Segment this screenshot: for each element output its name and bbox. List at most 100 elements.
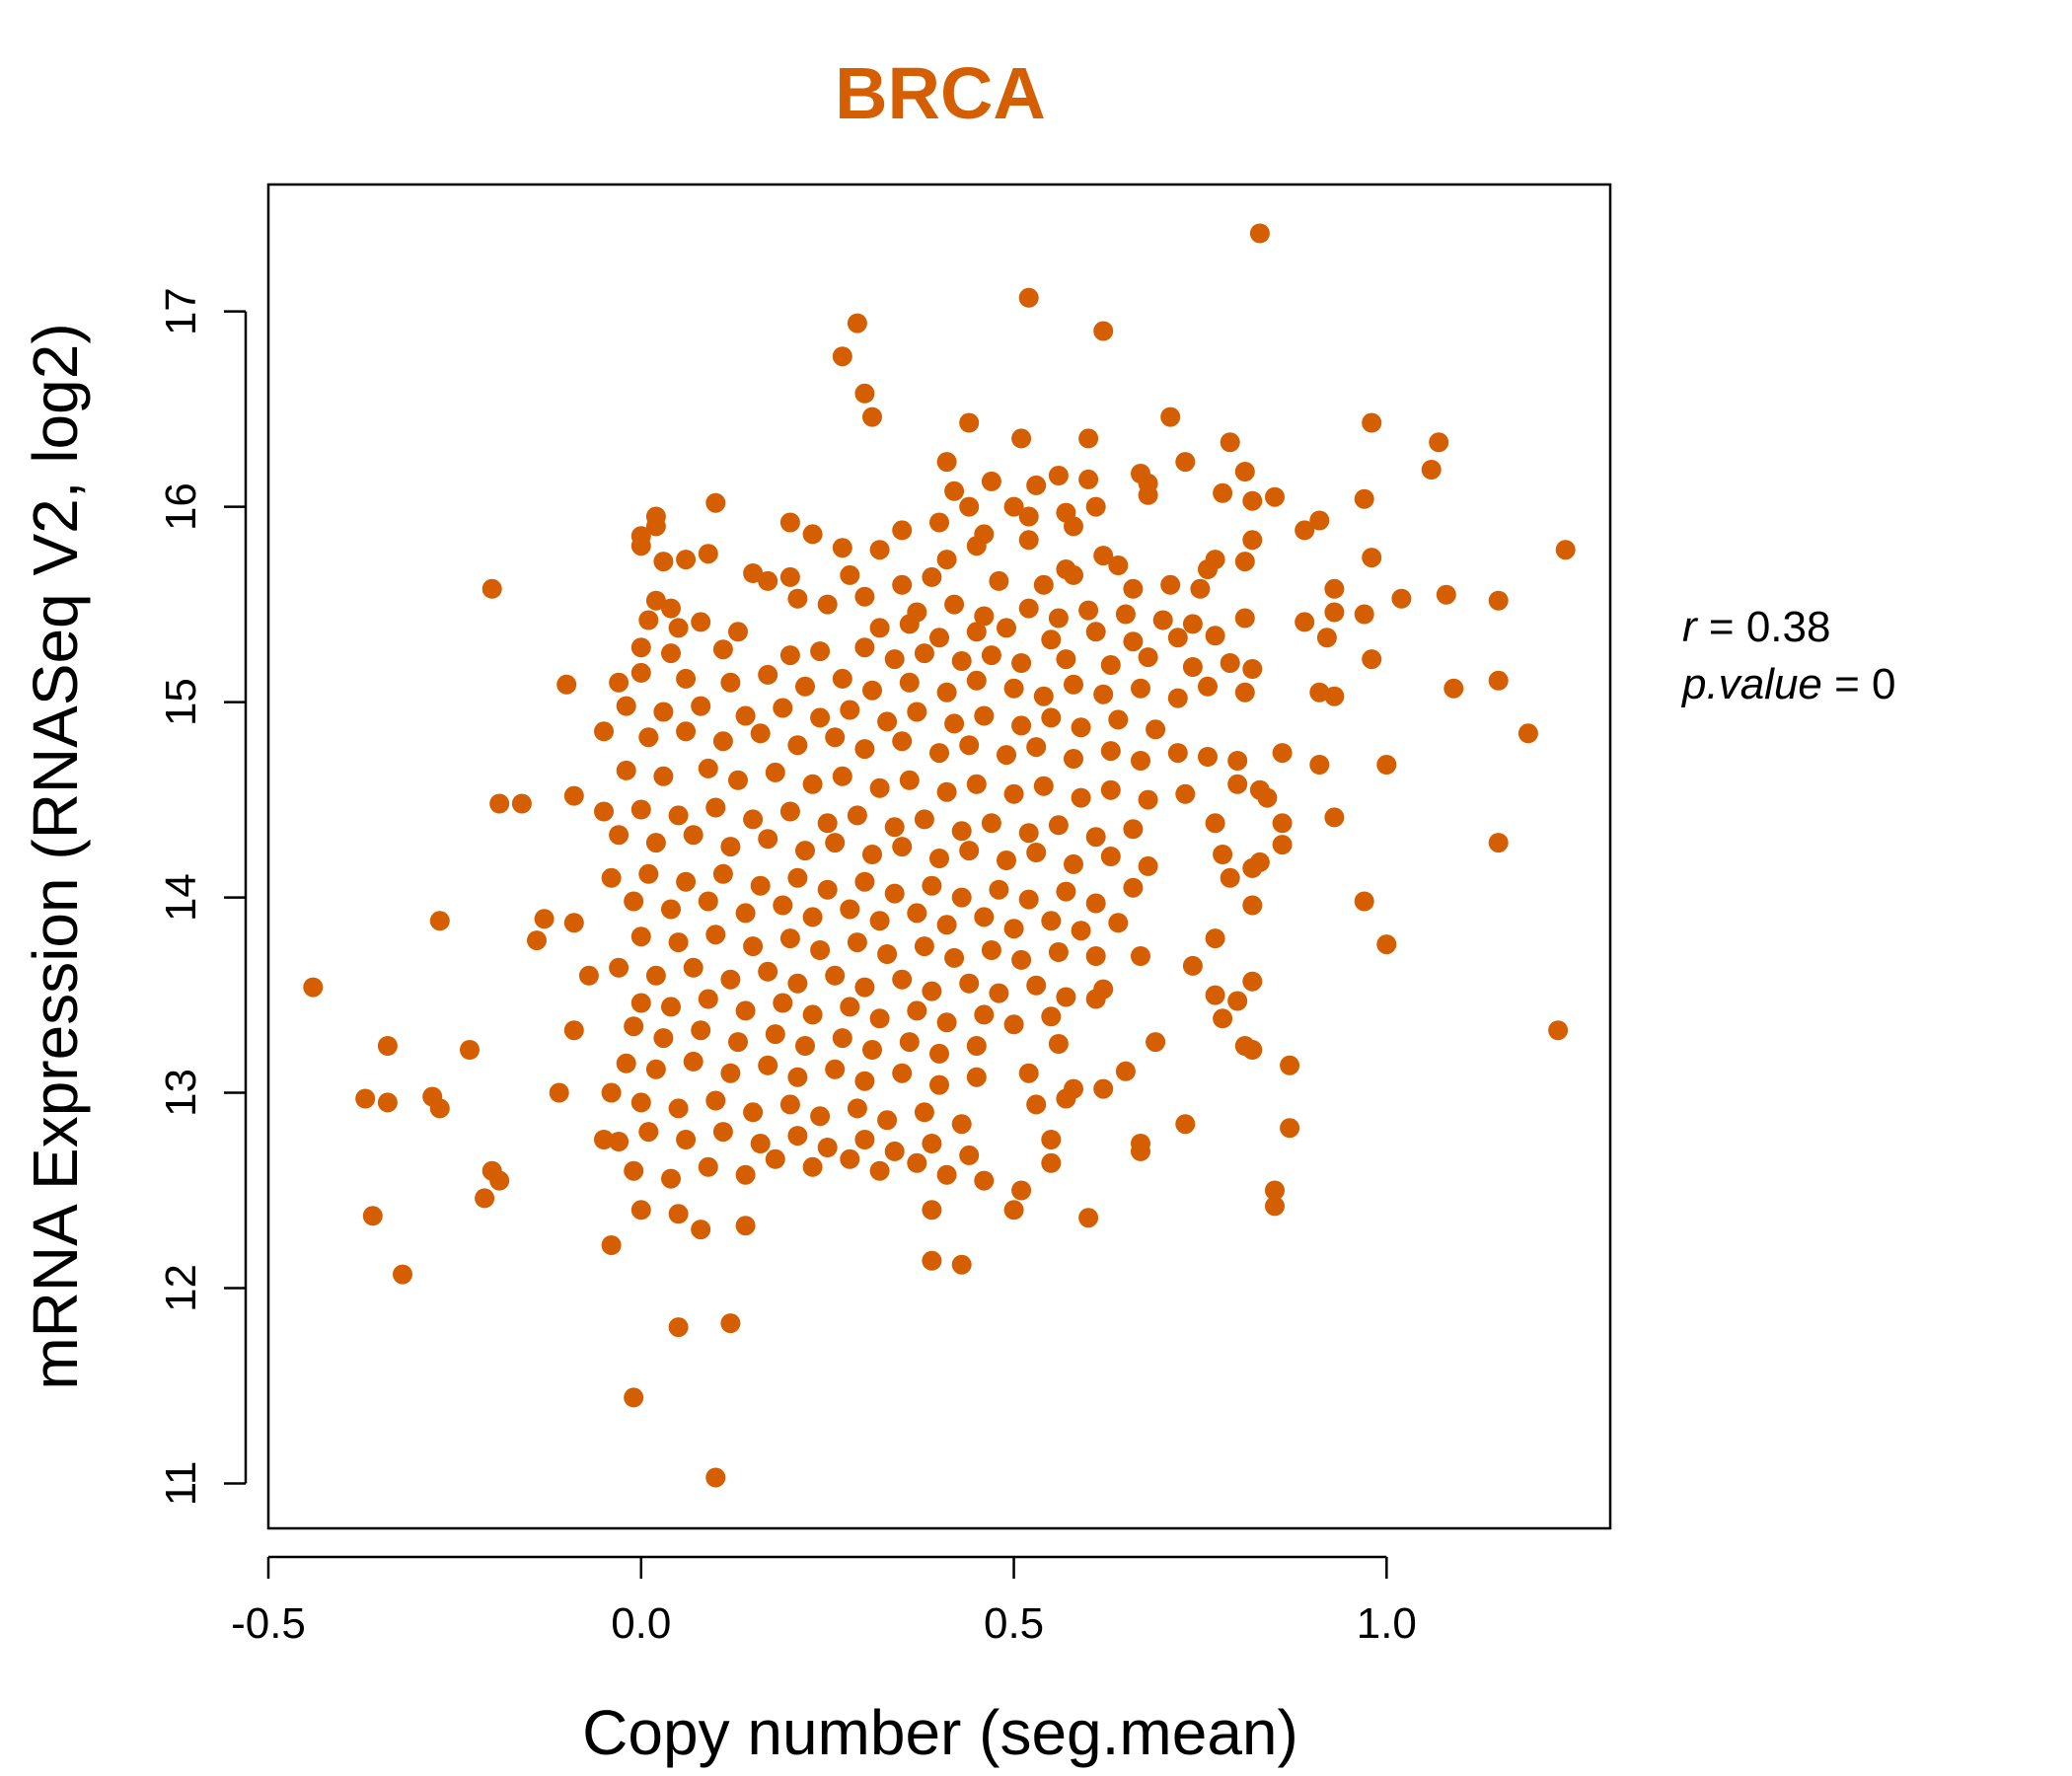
data-point <box>728 622 748 642</box>
data-point <box>1048 608 1069 629</box>
data-point <box>1213 845 1233 864</box>
data-point <box>1146 719 1166 740</box>
data-point <box>1078 428 1099 449</box>
data-point <box>1085 827 1106 848</box>
data-point <box>929 628 949 648</box>
data-point <box>884 1141 905 1161</box>
data-point <box>1182 614 1203 634</box>
data-point <box>959 735 980 756</box>
data-point <box>997 745 1016 766</box>
data-point <box>997 618 1016 638</box>
data-point <box>758 1055 778 1075</box>
data-point <box>862 845 882 864</box>
data-point <box>1093 1078 1114 1099</box>
data-point <box>847 932 867 953</box>
data-point <box>1071 717 1091 738</box>
data-point <box>728 1032 748 1053</box>
data-point <box>698 1156 718 1177</box>
data-point <box>1093 546 1114 566</box>
data-point <box>1391 588 1412 609</box>
data-point <box>735 1164 756 1185</box>
data-point <box>779 1094 800 1115</box>
data-point <box>661 598 681 619</box>
y-axis-title: mRNA Expression (RNASeq V2, log2) <box>20 323 91 1389</box>
data-point <box>691 1220 711 1240</box>
data-point <box>1131 751 1150 771</box>
data-point <box>1436 584 1456 605</box>
data-point <box>974 705 995 726</box>
data-point <box>683 1051 703 1072</box>
data-point <box>765 762 785 782</box>
data-point <box>668 932 689 953</box>
data-point <box>1220 653 1240 673</box>
data-point <box>936 452 957 473</box>
data-point <box>601 1235 622 1255</box>
data-point <box>1309 755 1330 775</box>
data-point <box>884 649 905 670</box>
data-point <box>787 1126 808 1147</box>
data-point <box>1167 743 1188 764</box>
data-point <box>884 817 905 838</box>
p-stat-line: p.value = 0 <box>1680 660 1896 708</box>
data-point <box>691 1020 711 1041</box>
data-point <box>1548 1020 1569 1041</box>
data-point <box>1123 631 1144 652</box>
correlation-stats: r = 0.38 p.value = 0 <box>1680 603 1896 708</box>
data-point <box>914 1102 934 1123</box>
data-point <box>1131 946 1150 966</box>
data-point <box>1488 670 1509 691</box>
data-point <box>698 989 718 1009</box>
data-point <box>840 564 860 585</box>
data-point <box>944 481 965 501</box>
data-point <box>1064 564 1083 585</box>
data-point <box>735 1000 756 1021</box>
data-point <box>1041 1006 1062 1027</box>
data-point <box>779 645 800 666</box>
data-point <box>1003 783 1024 804</box>
x-tick-label: 0.0 <box>611 1599 671 1648</box>
data-point <box>1280 1055 1300 1075</box>
data-point <box>720 672 741 693</box>
data-point <box>854 739 875 760</box>
data-point <box>989 879 1009 900</box>
data-point <box>1115 1061 1136 1081</box>
data-point <box>892 574 913 595</box>
data-point <box>1205 985 1225 1005</box>
data-point <box>616 1053 636 1073</box>
data-point <box>877 711 898 732</box>
data-point <box>899 672 920 693</box>
data-point <box>645 1059 666 1079</box>
data-point <box>1443 678 1464 699</box>
data-point <box>1033 776 1054 796</box>
data-point <box>892 837 913 857</box>
data-point <box>989 570 1009 591</box>
data-point <box>779 801 800 822</box>
data-point <box>787 1067 808 1087</box>
data-point <box>1026 975 1047 996</box>
data-point <box>362 1206 383 1226</box>
data-point <box>951 1254 972 1275</box>
data-point <box>743 563 764 583</box>
data-point <box>1056 881 1076 902</box>
data-point <box>638 727 659 748</box>
data-point <box>1018 823 1039 844</box>
data-point <box>981 471 1001 491</box>
data-point <box>735 705 756 726</box>
data-point <box>981 645 1001 666</box>
data-point <box>959 973 980 994</box>
data-point <box>1123 578 1144 599</box>
data-point <box>1354 488 1374 509</box>
data-point <box>1175 783 1196 804</box>
data-point <box>1488 590 1509 611</box>
data-point <box>892 520 913 541</box>
data-point <box>1064 516 1083 537</box>
data-point <box>355 1088 376 1109</box>
data-point <box>810 1106 831 1127</box>
data-point <box>1213 1008 1233 1029</box>
data-point <box>1242 895 1263 916</box>
data-point <box>854 586 875 607</box>
data-point <box>1033 686 1054 706</box>
data-point <box>1362 412 1382 433</box>
data-point <box>303 977 324 998</box>
